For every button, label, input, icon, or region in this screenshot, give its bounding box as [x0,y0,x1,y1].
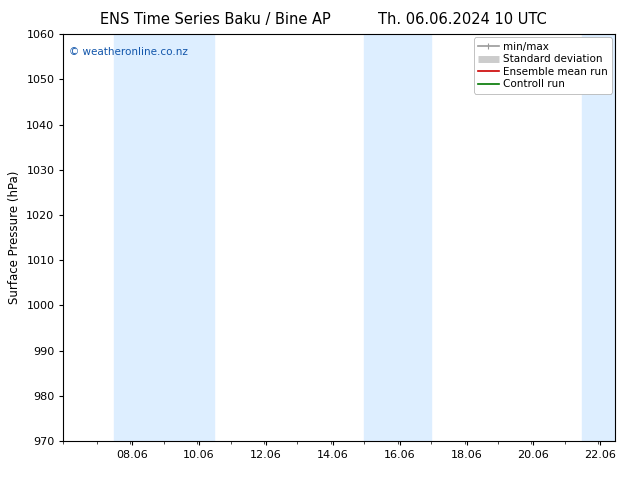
Bar [113,34,214,441]
Text: ENS Time Series Baku / Bine AP: ENS Time Series Baku / Bine AP [100,12,331,27]
Bar [581,34,615,441]
Y-axis label: Surface Pressure (hPa): Surface Pressure (hPa) [8,171,21,304]
Bar [365,34,431,441]
Legend: min/max, Standard deviation, Ensemble mean run, Controll run: min/max, Standard deviation, Ensemble me… [474,37,612,94]
Text: Th. 06.06.2024 10 UTC: Th. 06.06.2024 10 UTC [378,12,547,27]
Text: © weatheronline.co.nz: © weatheronline.co.nz [69,47,188,56]
